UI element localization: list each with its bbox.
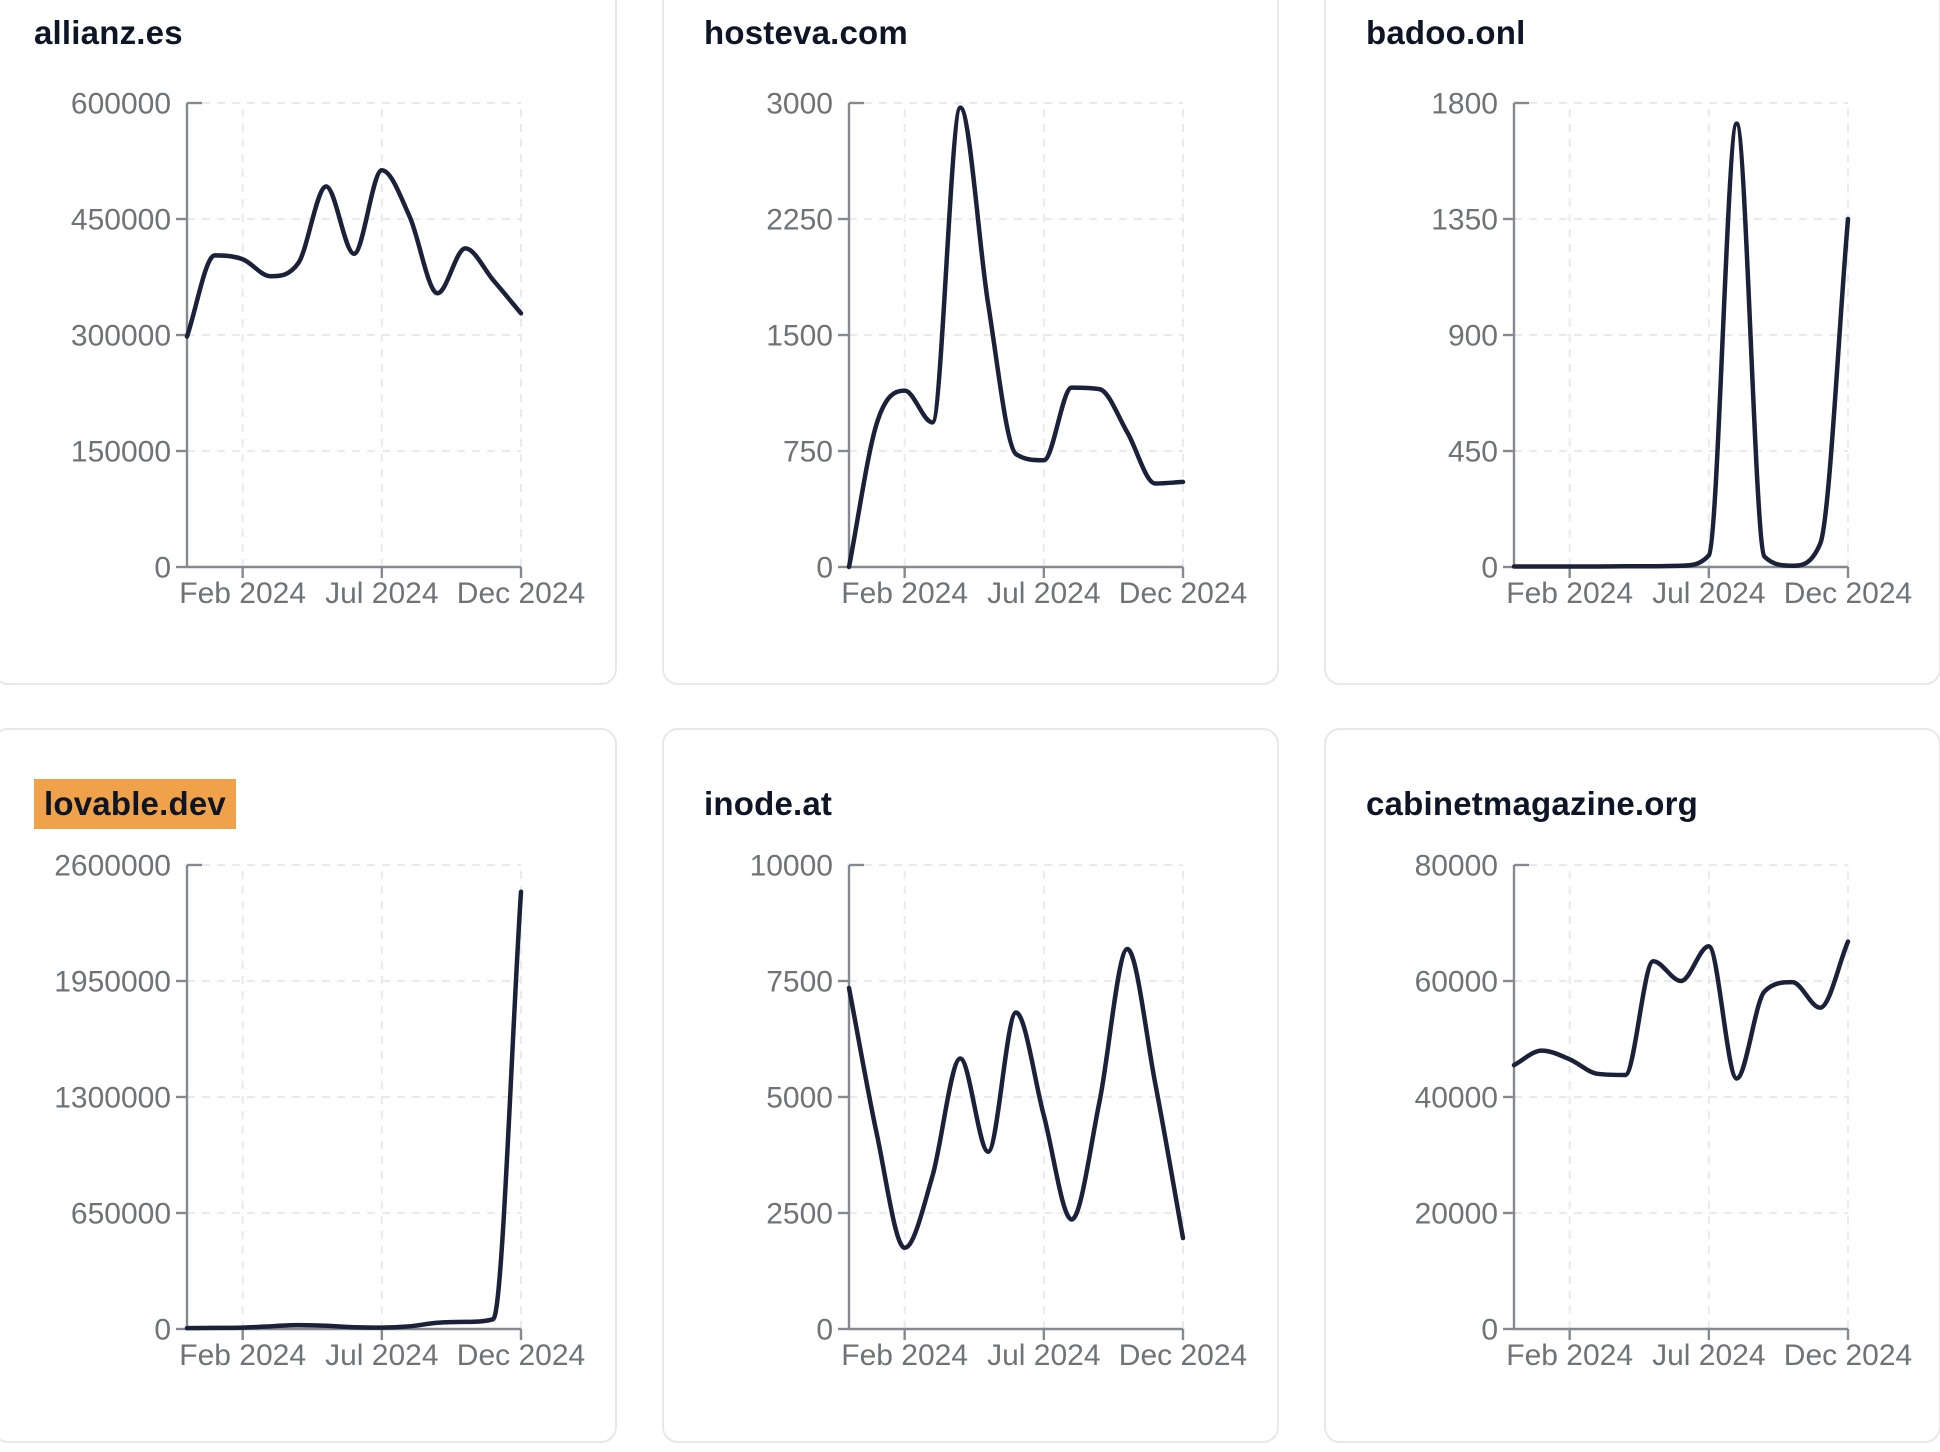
- x-tick-label: Feb 2024: [179, 1339, 306, 1372]
- y-tick-label: 1300000: [54, 1082, 171, 1115]
- x-tick-label: Dec 2024: [457, 1339, 585, 1372]
- x-tick-label: Feb 2024: [841, 577, 968, 610]
- y-tick-label: 900: [1448, 320, 1498, 353]
- domain-title-highlighted: lovable.dev: [34, 779, 236, 829]
- x-tick-label: Dec 2024: [1119, 577, 1247, 610]
- y-tick-label: 1950000: [54, 966, 171, 999]
- y-tick-label: 2600000: [54, 850, 171, 883]
- traffic-line: [1511, 121, 1851, 569]
- traffic-sparkline-chart: 0 450 900 1350 1800 Feb 2024 Jul 2024 Dec 2024: [1431, 88, 1912, 611]
- domain-title: badoo.onl: [1366, 14, 1526, 51]
- domain-card[interactable]: cabinetmagazine.org 0 20000 40000 60000 8000…: [1324, 728, 1940, 1443]
- card-title: inode.at: [704, 785, 1257, 823]
- y-tick-label: 650000: [71, 1198, 171, 1231]
- y-tick-label: 300000: [71, 320, 171, 353]
- y-tick-label: 3000: [766, 88, 833, 121]
- x-tick-label: Jul 2024: [1652, 577, 1765, 610]
- domain-card[interactable]: hosteva.com 0 750 1500 2250 3000 Feb 2024 Jul …: [662, 0, 1279, 685]
- domain-card[interactable]: inode.at 0 2500 5000 7500 10000 Feb 2024 Jul 2…: [662, 728, 1279, 1443]
- x-tick-label: Jul 2024: [325, 577, 438, 610]
- y-tick-label: 750: [783, 436, 833, 469]
- traffic-sparkline-chart: 0 650000 1300000 1950000 2600000 Feb 2024 Jul …: [54, 850, 585, 1373]
- domain-title: allianz.es: [34, 14, 183, 51]
- domain-title: cabinetmagazine.org: [1366, 785, 1699, 822]
- y-tick-label: 40000: [1415, 1082, 1498, 1115]
- domain-card[interactable]: lovable.dev 0 650000 1300000 1950000 2600000…: [0, 728, 617, 1443]
- y-tick-label: 0: [154, 552, 171, 585]
- traffic-sparkline-chart: 0 20000 40000 60000 80000 Feb 2024 Jul 2024 Dec…: [1415, 850, 1913, 1373]
- y-tick-label: 60000: [1415, 966, 1498, 999]
- card-title: hosteva.com: [704, 14, 1257, 52]
- x-tick-label: Feb 2024: [1506, 577, 1633, 610]
- domain-card[interactable]: allianz.es 0 150000 300000 450000 600000 Feb …: [0, 0, 617, 685]
- y-tick-label: 150000: [71, 436, 171, 469]
- y-tick-label: 0: [154, 1314, 171, 1347]
- x-tick-label: Dec 2024: [1784, 1339, 1912, 1372]
- domain-title: hosteva.com: [704, 14, 908, 51]
- y-tick-label: 0: [1481, 1314, 1498, 1347]
- y-tick-label: 2500: [766, 1198, 833, 1231]
- card-title: lovable.dev: [34, 779, 595, 829]
- y-tick-label: 450000: [71, 204, 171, 237]
- x-tick-label: Jul 2024: [987, 1339, 1100, 1372]
- y-tick-label: 0: [816, 552, 833, 585]
- domain-title: inode.at: [704, 785, 833, 822]
- traffic-sparkline-chart: 0 2500 5000 7500 10000 Feb 2024 Jul 2024 Dec 20…: [750, 850, 1248, 1373]
- traffic-line: [846, 946, 1186, 1251]
- y-tick-label: 20000: [1415, 1198, 1498, 1231]
- y-tick-label: 0: [816, 1314, 833, 1347]
- y-tick-label: 0: [1481, 552, 1498, 585]
- y-tick-label: 10000: [750, 850, 833, 883]
- y-tick-label: 450: [1448, 436, 1498, 469]
- x-tick-label: Feb 2024: [841, 1339, 968, 1372]
- y-tick-label: 7500: [766, 966, 833, 999]
- domain-card[interactable]: badoo.onl 0 450 900 1350 1800 Feb 2024 Jul 202…: [1324, 0, 1940, 685]
- x-tick-label: Dec 2024: [457, 577, 585, 610]
- traffic-sparkline-chart: 0 150000 300000 450000 600000 Feb 2024 Jul 202…: [71, 88, 585, 611]
- traffic-line: [1511, 939, 1851, 1081]
- x-tick-label: Jul 2024: [325, 1339, 438, 1372]
- x-tick-label: Dec 2024: [1784, 577, 1912, 610]
- x-tick-label: Jul 2024: [987, 577, 1100, 610]
- x-tick-label: Dec 2024: [1119, 1339, 1247, 1372]
- card-title: cabinetmagazine.org: [1366, 785, 1919, 823]
- traffic-line: [846, 105, 1186, 570]
- traffic-sparkline-chart: 0 750 1500 2250 3000 Feb 2024 Jul 2024 Dec 2024: [766, 88, 1247, 611]
- x-tick-label: Jul 2024: [1652, 1339, 1765, 1372]
- traffic-line: [184, 889, 524, 1331]
- x-tick-label: Feb 2024: [179, 577, 306, 610]
- card-title: badoo.onl: [1366, 14, 1919, 52]
- y-tick-label: 600000: [71, 88, 171, 121]
- card-title: allianz.es: [34, 14, 595, 52]
- x-tick-label: Feb 2024: [1506, 1339, 1633, 1372]
- y-tick-label: 1350: [1431, 204, 1498, 237]
- y-tick-label: 1800: [1431, 88, 1498, 121]
- y-tick-label: 80000: [1415, 850, 1498, 883]
- y-tick-label: 5000: [766, 1082, 833, 1115]
- y-tick-label: 2250: [766, 204, 833, 237]
- y-tick-label: 1500: [766, 320, 833, 353]
- traffic-line: [184, 168, 524, 339]
